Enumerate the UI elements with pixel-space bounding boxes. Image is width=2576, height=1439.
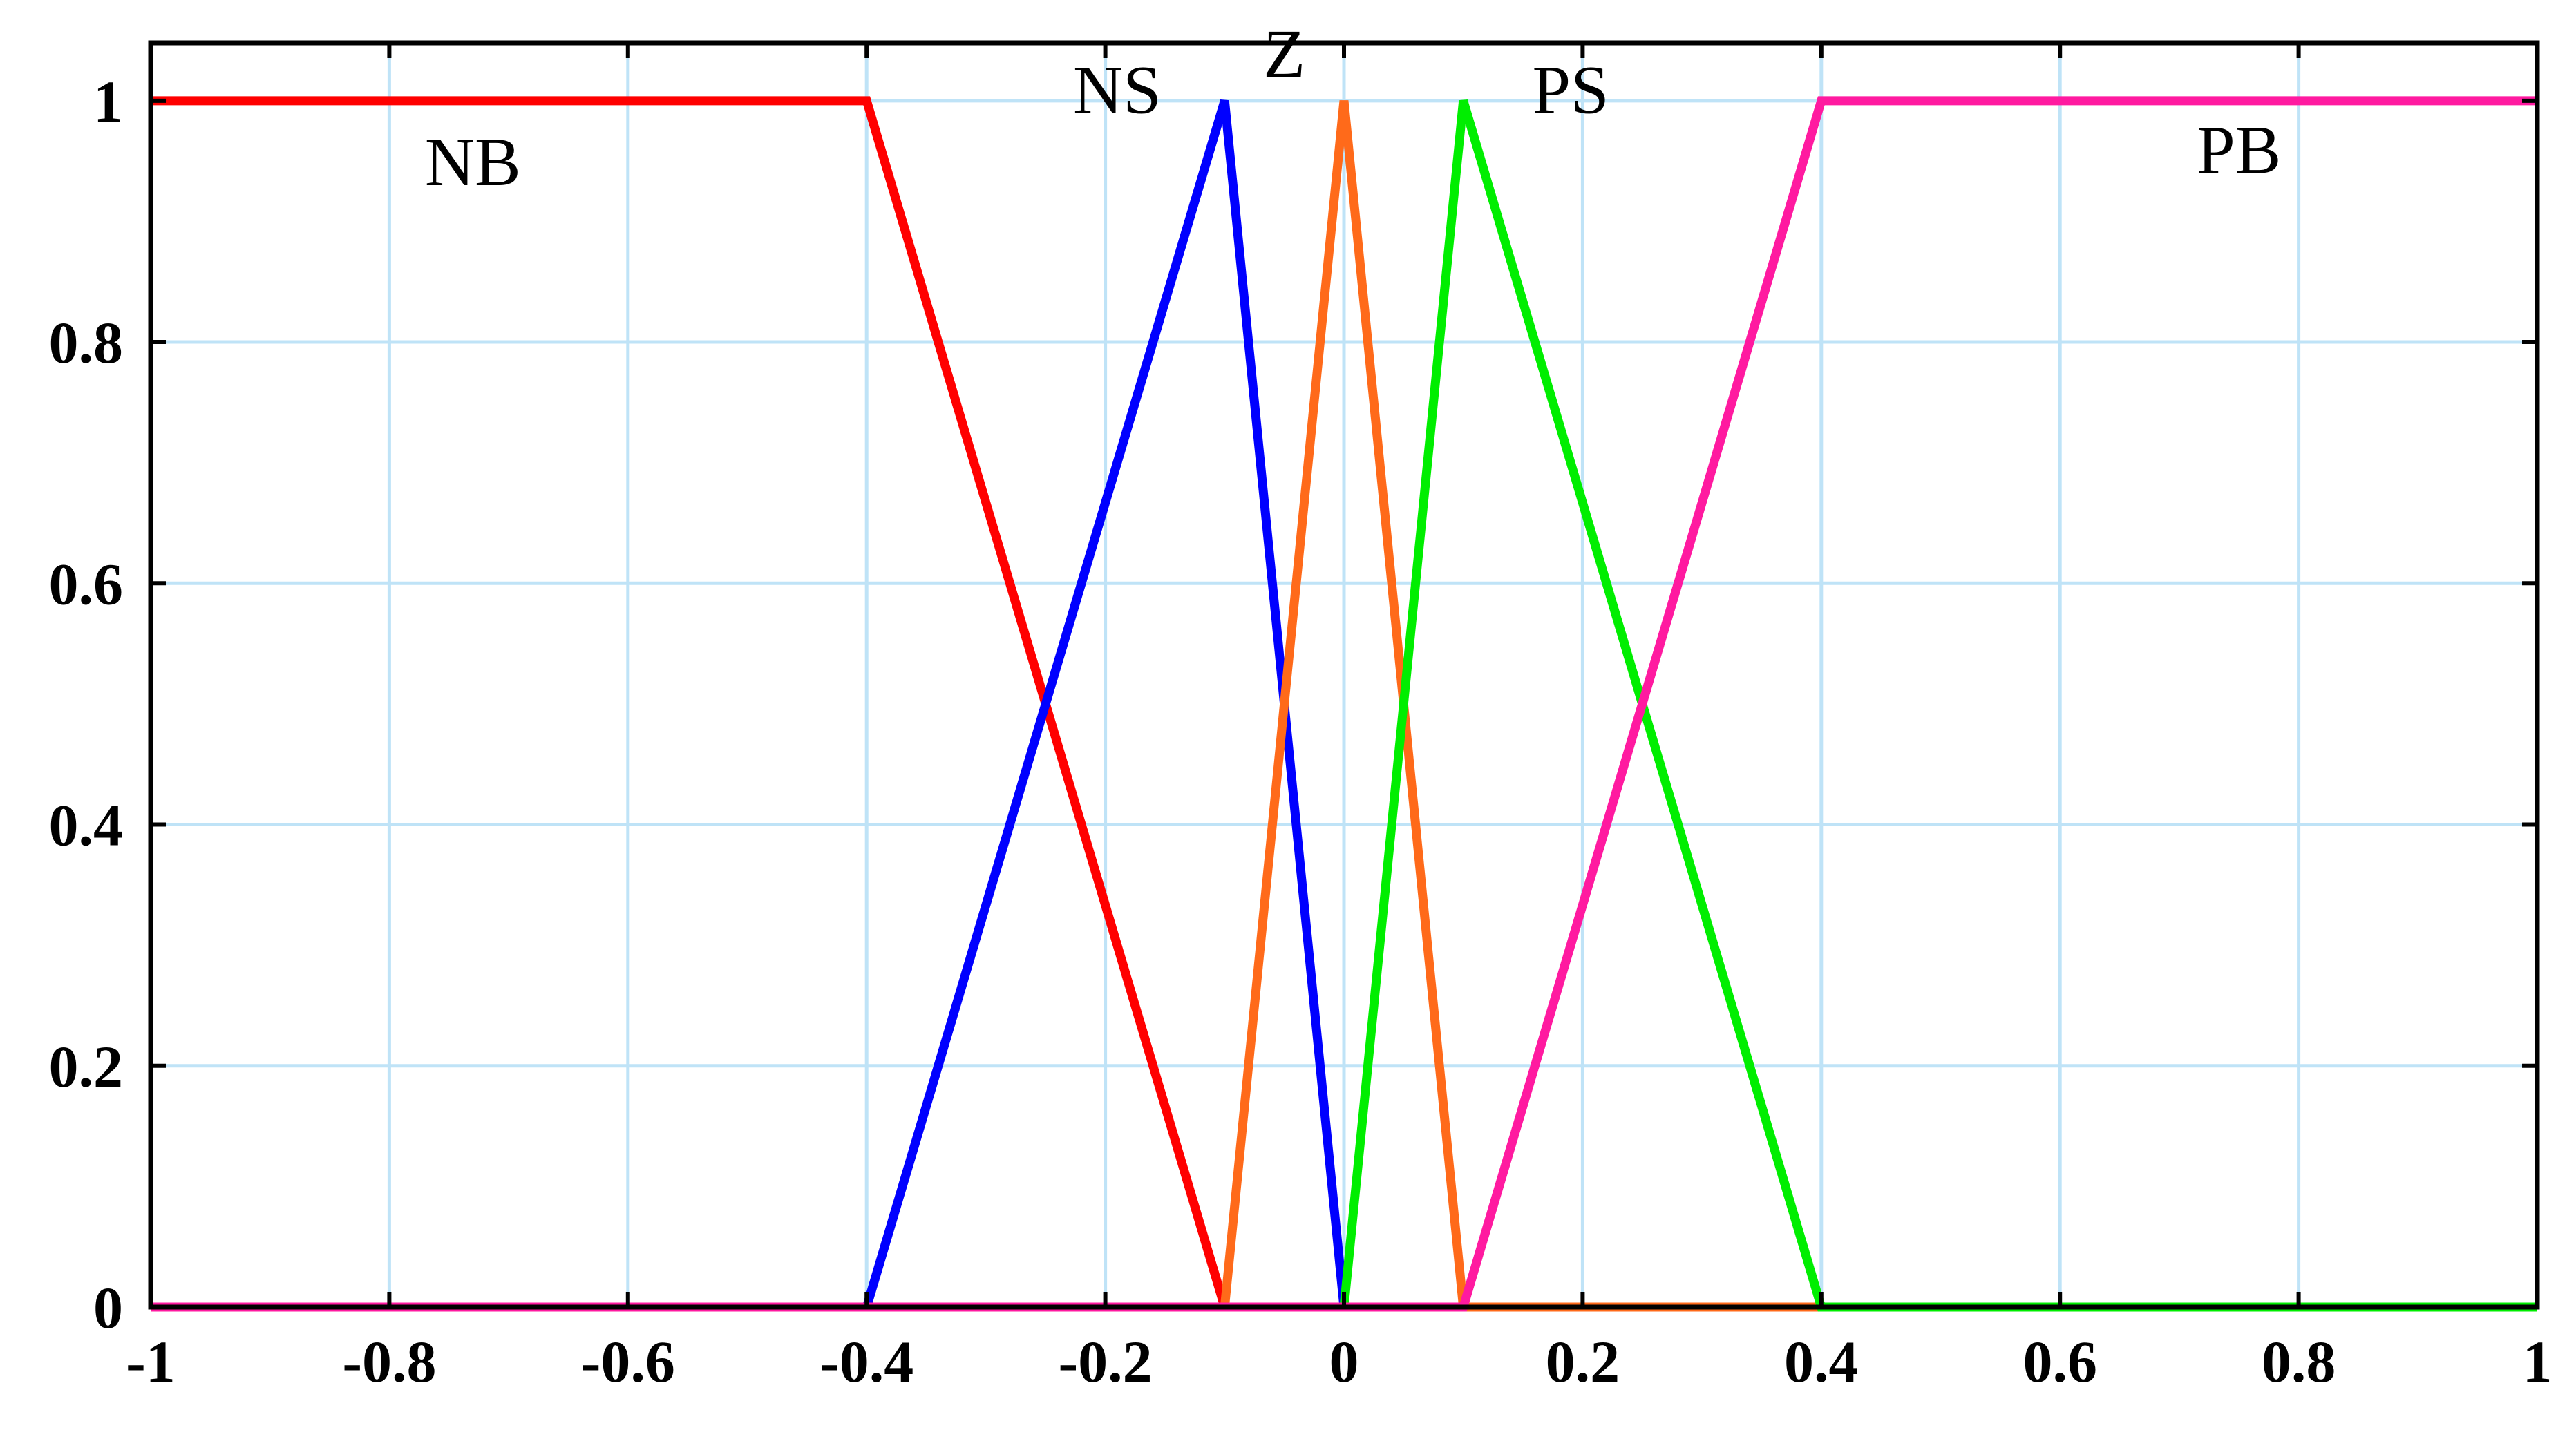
x-tick-label: -0.8 xyxy=(342,1328,436,1395)
x-tick-label: -0.6 xyxy=(581,1328,675,1395)
x-tick-label: 0.4 xyxy=(1784,1328,1859,1395)
x-tick-label: 0 xyxy=(1329,1328,1359,1395)
x-tick-label: 0.2 xyxy=(1546,1328,1620,1395)
tick-marks xyxy=(149,43,2539,1309)
x-tick-label: -0.4 xyxy=(820,1328,913,1395)
series-labels: NB NS Z PS PB xyxy=(425,15,2282,200)
y-tick-label: 0.8 xyxy=(49,309,124,376)
series-label-nb: NB xyxy=(425,124,521,200)
x-tick-labels: -1 -0.8 -0.6 -0.4 -0.2 0 0.2 0.4 0.6 0.8 1 xyxy=(126,1328,2552,1395)
series-label-z: Z xyxy=(1263,15,1305,92)
x-tick-label: 1 xyxy=(2523,1328,2553,1395)
grid xyxy=(151,43,2537,1307)
y-tick-label: 0 xyxy=(93,1275,123,1341)
y-tick-label: 0.4 xyxy=(49,792,124,859)
x-tick-label: 0.6 xyxy=(2023,1328,2097,1395)
y-tick-label: 0.6 xyxy=(49,551,124,617)
series-label-pb: PB xyxy=(2197,112,2281,189)
x-tick-label: -1 xyxy=(126,1328,176,1395)
x-tick-label: -0.2 xyxy=(1059,1328,1153,1395)
series-label-ns: NS xyxy=(1073,51,1162,128)
x-tick-label: 0.8 xyxy=(2262,1328,2336,1395)
y-tick-labels: 0 0.2 0.4 0.6 0.8 1 xyxy=(49,68,124,1341)
series-label-ps: PS xyxy=(1533,51,1609,128)
y-tick-label: 1 xyxy=(93,68,123,135)
y-tick-label: 0.2 xyxy=(49,1033,124,1100)
